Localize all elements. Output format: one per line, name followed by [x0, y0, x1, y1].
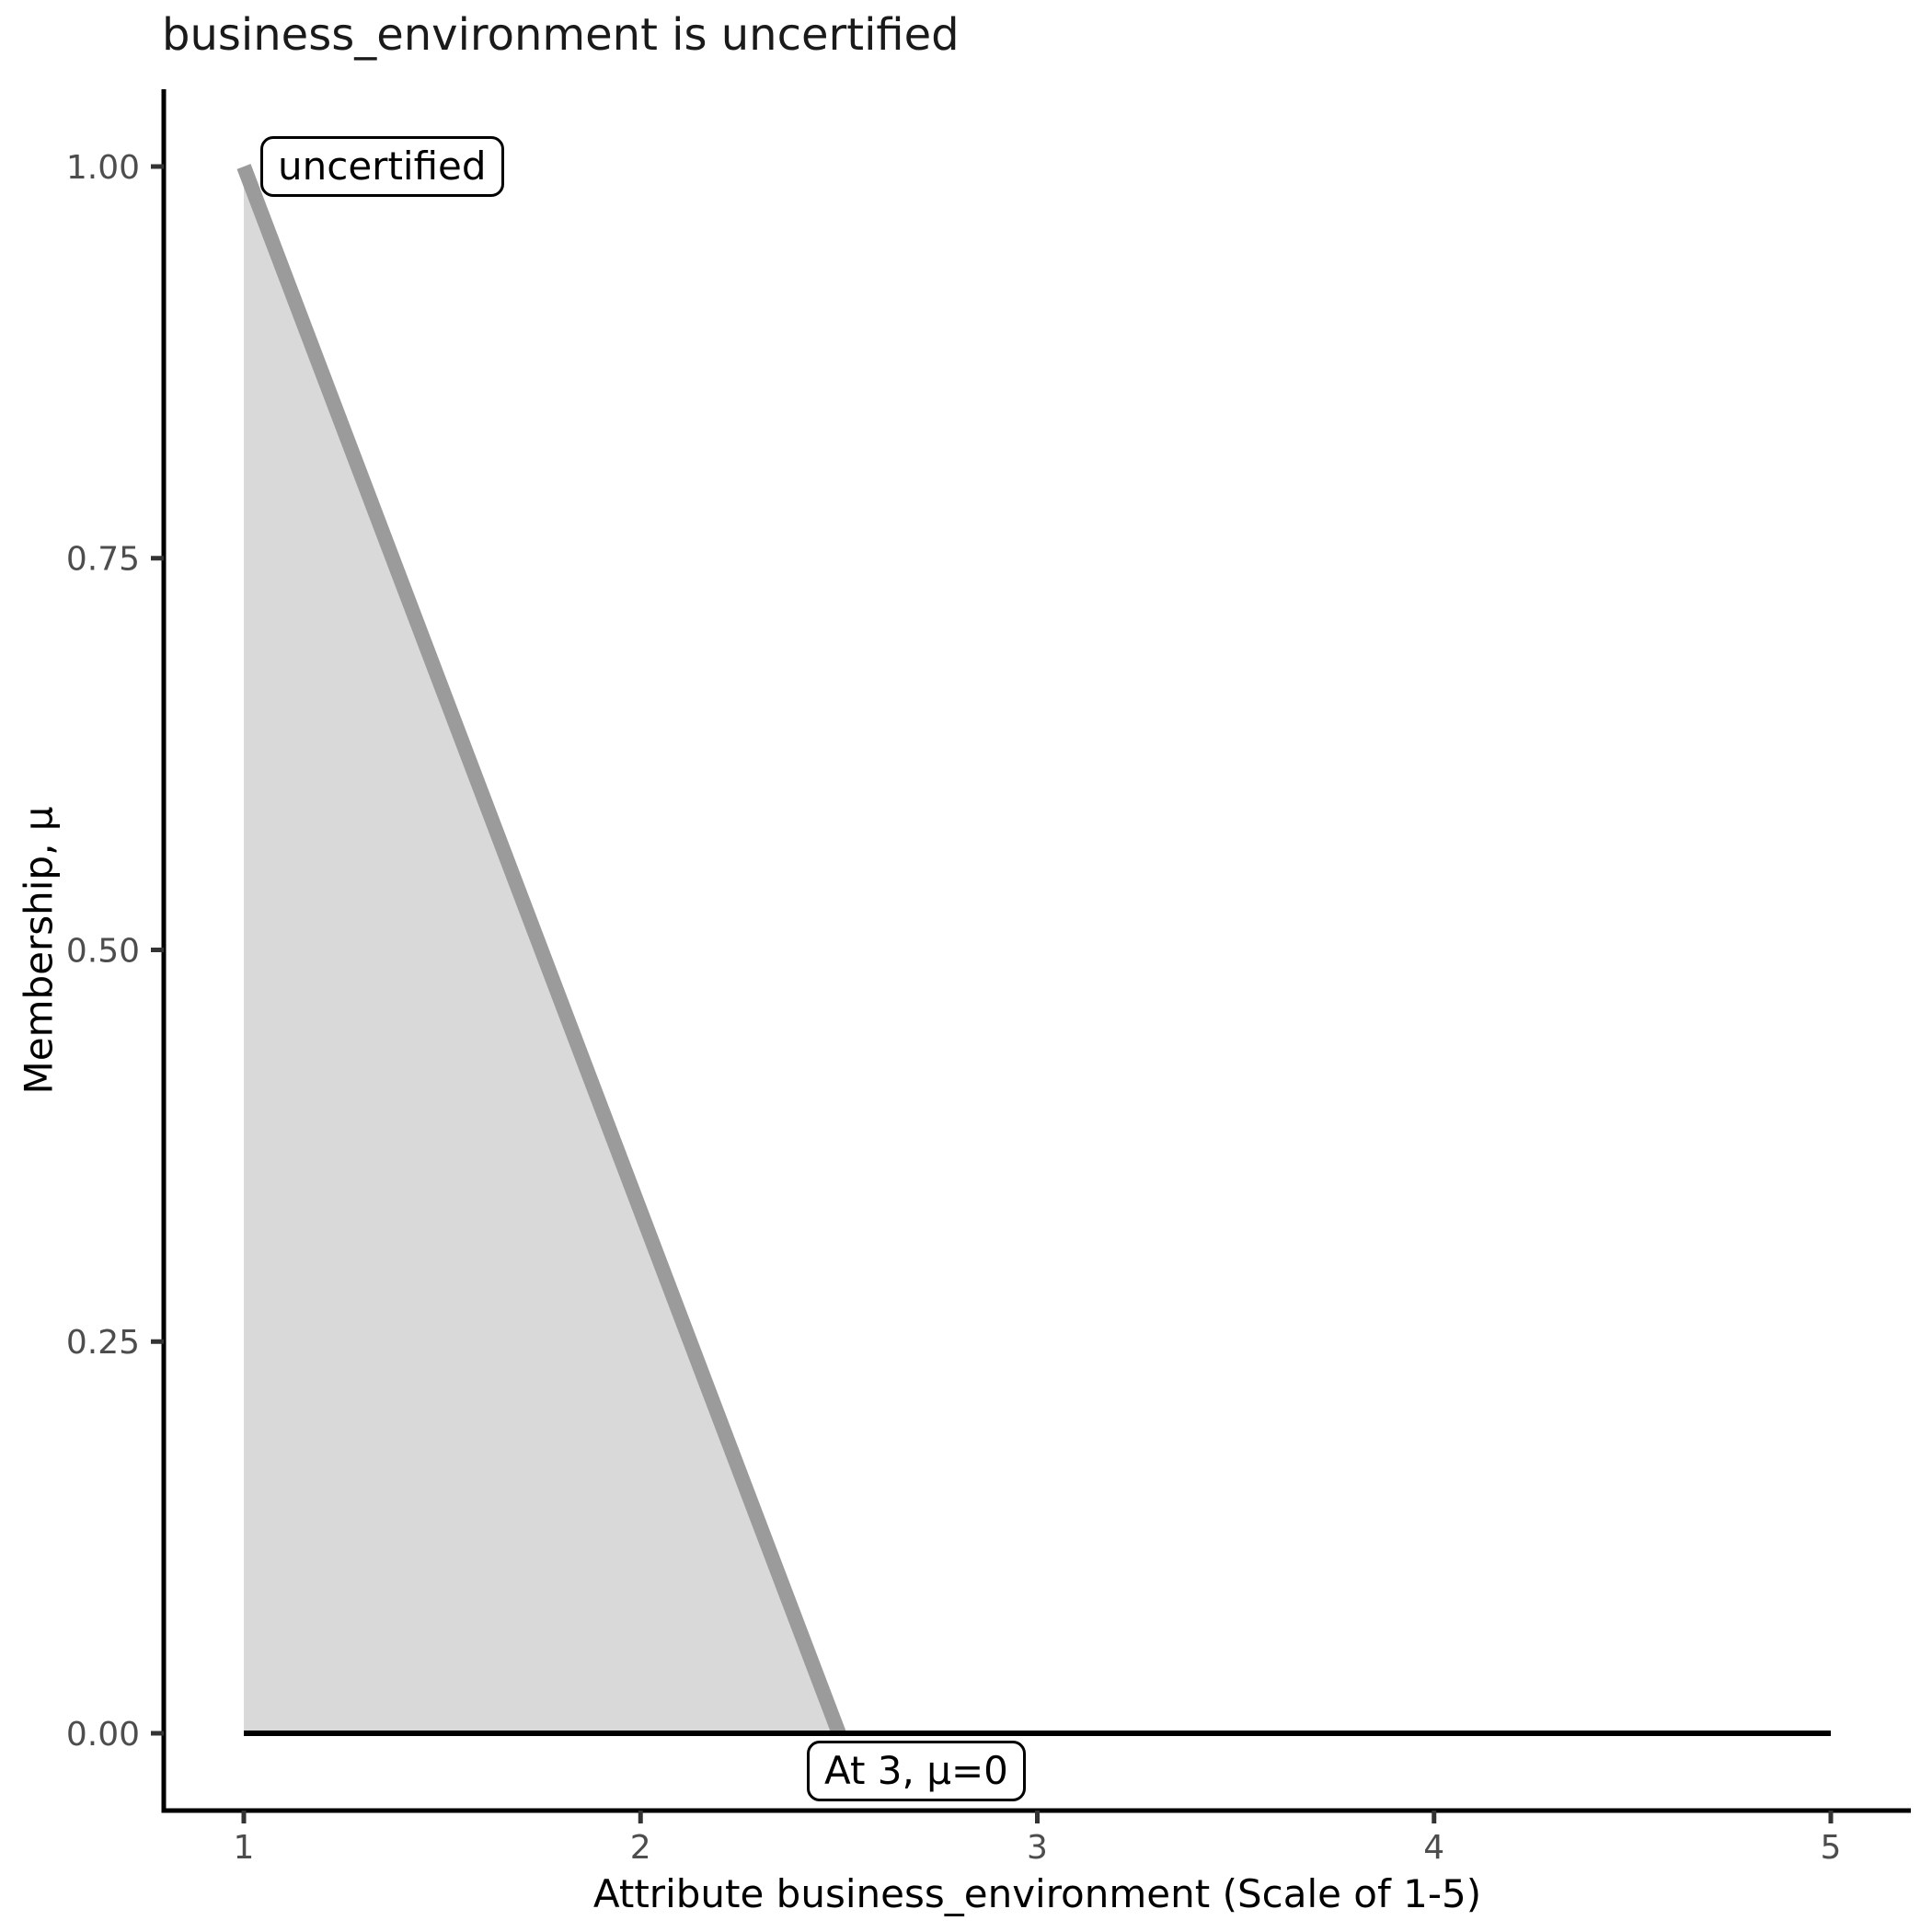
x-axis-title: Attribute business_environment (Scale of…: [592, 1871, 1482, 1916]
y-tick-label: 0.75: [66, 541, 140, 579]
chart-title: business_environment is uncertified: [162, 9, 960, 61]
x-tick-label: 2: [630, 1829, 651, 1867]
y-tick-label: 0.00: [66, 1716, 140, 1754]
y-tick-label: 0.50: [66, 932, 140, 970]
x-tick-label: 3: [1027, 1829, 1048, 1867]
x-tick-label: 4: [1423, 1829, 1444, 1867]
annotation-uncertified-label: uncertified: [260, 136, 504, 198]
annotation-at3-label: At 3, μ=0: [807, 1741, 1026, 1802]
x-tick-label: 1: [234, 1829, 255, 1867]
y-tick-label: 0.25: [66, 1324, 140, 1362]
y-tick-label: 1.00: [66, 149, 140, 187]
membership-boundary-line: [236, 164, 846, 1736]
x-tick-label: 5: [1821, 1829, 1842, 1867]
